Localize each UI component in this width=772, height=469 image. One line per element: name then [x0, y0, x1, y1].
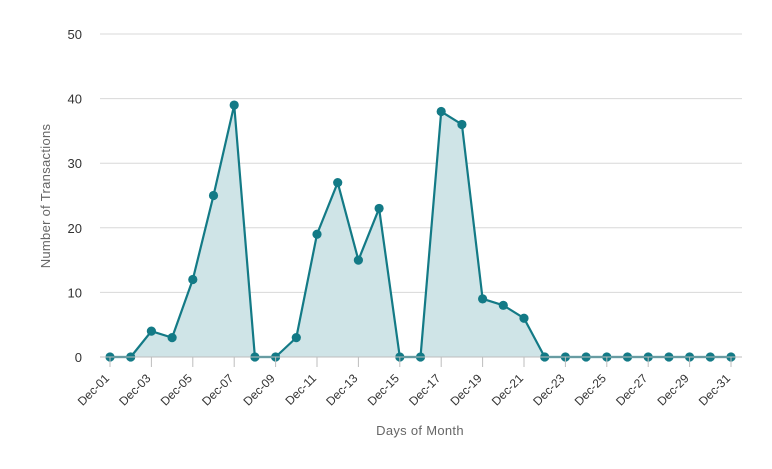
- gridlines: [100, 33, 742, 293]
- x-tick-label: Dec-29: [654, 371, 691, 408]
- data-point[interactable]: [519, 313, 529, 323]
- data-point[interactable]: [291, 333, 301, 343]
- y-tick-label: 40: [68, 92, 82, 107]
- x-tick-label: Dec-13: [323, 371, 360, 408]
- x-tick-label: Dec-15: [365, 371, 402, 408]
- x-tick-label: Dec-27: [613, 371, 650, 408]
- data-point[interactable]: [436, 106, 446, 117]
- series-area: [110, 105, 731, 357]
- x-axis: Dec-01 Dec-03 Dec-05 Dec-07 Dec-09 Dec-11 Dec-…: [75, 356, 742, 408]
- x-tick-label: Dec-19: [447, 371, 484, 408]
- x-tick-label: Dec-11: [282, 371, 319, 408]
- data-point[interactable]: [374, 203, 384, 214]
- x-tick-label: Dec-31: [696, 371, 733, 408]
- series-area-layer: [110, 105, 731, 357]
- data-point[interactable]: [333, 177, 343, 188]
- x-tick-label: Dec-23: [530, 371, 567, 408]
- data-point[interactable]: [188, 274, 198, 285]
- data-point[interactable]: [146, 326, 156, 336]
- data-point[interactable]: [457, 119, 467, 130]
- x-tick-label: Dec-09: [240, 371, 277, 408]
- x-tick-label: Dec-21: [489, 371, 526, 408]
- x-tick-label: Dec-17: [406, 371, 443, 408]
- data-point[interactable]: [478, 294, 488, 304]
- data-point[interactable]: [167, 333, 177, 343]
- x-tick-label: Dec-05: [158, 371, 195, 408]
- y-axis: 0 10 20 30 40 50: [68, 27, 82, 365]
- data-point[interactable]: [353, 255, 363, 265]
- data-point-layer: [105, 100, 736, 362]
- y-tick-label: 20: [68, 221, 82, 236]
- data-point[interactable]: [498, 300, 508, 310]
- x-axis-title: Days of Month: [376, 423, 464, 438]
- data-point[interactable]: [229, 100, 239, 110]
- x-tick-label: Dec-07: [199, 371, 236, 408]
- data-point[interactable]: [208, 190, 219, 201]
- y-tick-label: 10: [68, 285, 82, 300]
- y-axis-title: Number of Transactions: [38, 124, 53, 269]
- x-tick-label: Dec-03: [116, 371, 153, 408]
- data-point[interactable]: [312, 229, 322, 239]
- x-tick-label: Dec-01: [75, 371, 112, 408]
- y-tick-label: 50: [68, 27, 82, 42]
- y-tick-label: 30: [68, 156, 82, 171]
- y-tick-label: 0: [75, 350, 82, 365]
- x-tick-label: Dec-25: [572, 371, 609, 408]
